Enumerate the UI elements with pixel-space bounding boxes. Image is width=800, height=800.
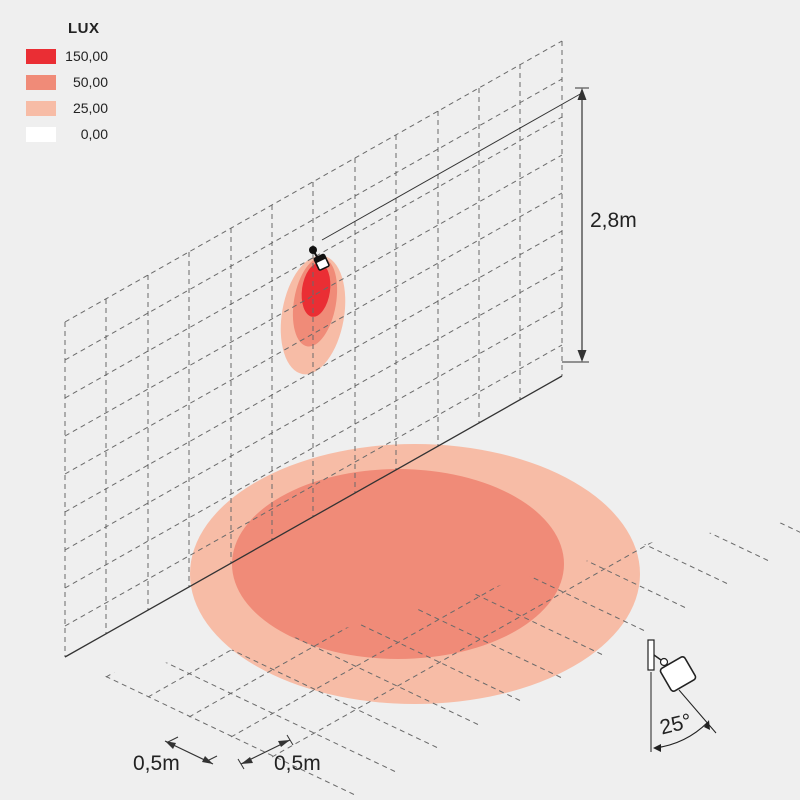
legend-item: 0,00 [26, 121, 108, 147]
legend-swatch [26, 74, 56, 90]
legend-value: 0,00 [80, 126, 108, 142]
wall-luminaire [309, 246, 330, 271]
legend-value: 150,00 [65, 48, 108, 64]
height-label: 2,8m [590, 209, 637, 232]
legend-swatch [26, 100, 56, 116]
legend-item: 25,00 [26, 95, 108, 121]
legend-value: 50,00 [72, 74, 108, 90]
mount-height-reference [321, 92, 583, 241]
legend-item: 150,00 [26, 43, 108, 69]
grid-y-dimension [237, 734, 294, 770]
legend-title: LUX [68, 20, 100, 37]
grid-x-dimension [164, 736, 218, 765]
legend-value: 25,00 [72, 100, 108, 116]
wall-light-pool [280, 255, 346, 375]
side-view-luminaire [647, 639, 717, 752]
lux-legend: LUX 150,00 50,00 25,00 0,00 [26, 20, 108, 147]
height-dimension [562, 87, 589, 363]
wall-floor-edge [64, 375, 563, 658]
legend-swatch [26, 48, 56, 64]
wall-zone-150 [301, 263, 331, 317]
grid-x-label: 0,5m [133, 752, 180, 775]
floor-zone-50 [232, 469, 564, 659]
floor-light-pool [190, 444, 640, 704]
legend-swatch [26, 126, 56, 142]
legend-item: 50,00 [26, 69, 108, 95]
grid-y-label: 0,5m [274, 752, 321, 775]
wall-grid [64, 40, 563, 657]
